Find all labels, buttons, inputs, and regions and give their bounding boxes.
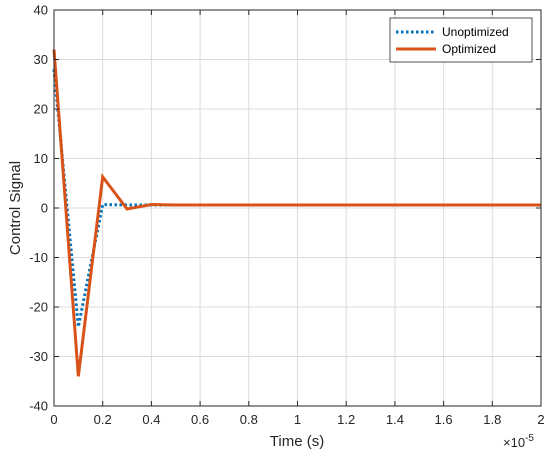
x-tick-label: 1 [294, 412, 301, 427]
y-tick-label: 10 [34, 151, 48, 166]
x-tick-label: 0.6 [191, 412, 209, 427]
x-tick-label: 0 [50, 412, 57, 427]
x-tick-label: 1.6 [435, 412, 453, 427]
legend-label-optimized: Optimized [442, 42, 496, 56]
x-tick-label: 0.2 [94, 412, 112, 427]
y-tick-label: -40 [29, 399, 48, 414]
x-axis-exponent-power: -5 [525, 433, 534, 444]
series-lines [52, 49, 541, 377]
y-tick-label: -10 [29, 250, 48, 265]
legend-label-unoptimized: Unoptimized [442, 25, 509, 39]
x-axis-exponent: ×10-5 [503, 433, 534, 450]
x-tick-label: 1.2 [337, 412, 355, 427]
x-tick-label: 0.8 [240, 412, 258, 427]
x-axis-label: Time (s) [270, 433, 324, 450]
x-tick-label: 0.4 [142, 412, 160, 427]
legend: Unoptimized Optimized [389, 17, 533, 63]
y-tick-label: 20 [34, 102, 48, 117]
series-line-optimized [52, 49, 541, 377]
y-tick-label: -30 [29, 349, 48, 364]
x-tick-label: 2 [537, 412, 544, 427]
x-axis-exponent-base: ×10 [503, 435, 525, 450]
y-tick-label: -20 [29, 300, 48, 315]
legend-box [389, 17, 533, 63]
x-tick-label: 1.4 [386, 412, 404, 427]
y-axis-label: Control Signal [7, 161, 24, 255]
x-tick-label: 1.8 [483, 412, 501, 427]
y-tick-label: 30 [34, 52, 48, 67]
axis-ticks: 0 0.2 0.4 0.6 0.8 1 1.2 1.4 1.6 1.8 2 -40 -30 -20 -10 0… [29, 3, 544, 428]
grid-lines [54, 10, 541, 406]
y-tick-label: 0 [41, 201, 48, 216]
y-tick-label: 40 [34, 3, 48, 18]
